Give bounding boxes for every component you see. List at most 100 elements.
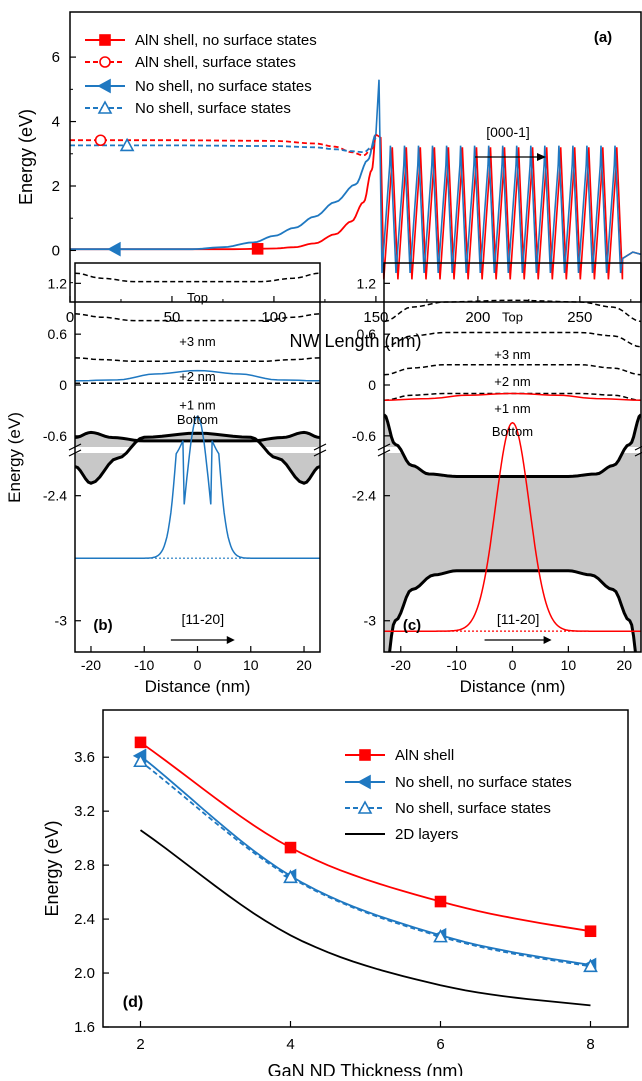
d-x-tick-label-2: 6 — [436, 1036, 444, 1053]
panel-b-break-mark-1 — [313, 449, 327, 457]
panel-c-curve-5 — [384, 413, 641, 478]
d-legend-marker-2 — [357, 774, 371, 790]
d-marker-1-3 — [584, 925, 597, 938]
d-y-tick-label-2: 2.4 — [74, 911, 95, 928]
d-y-tick-label-4: 3.2 — [74, 803, 95, 820]
d-legend-label-1: AlN shell — [395, 747, 454, 764]
legend-marker-a-3 — [97, 78, 111, 94]
legend-marker-a-4 — [97, 100, 113, 114]
series-line-1 — [70, 134, 377, 251]
panel-c-curve-label-5: Bottom — [492, 424, 533, 439]
panel-c-direction-label: [11-20] — [497, 611, 540, 627]
series-line-3 — [70, 133, 377, 251]
d-legend-label-2: No shell, no surface states — [395, 774, 572, 791]
panel-b-panel-label: (b) — [93, 617, 112, 634]
d-y-tick-label-5: 3.6 — [74, 749, 95, 766]
panel-b-curve-7 — [75, 369, 320, 382]
panel-c-curve-label-4: +1 nm — [494, 401, 531, 416]
x-tick-label-a-3: 150 — [363, 309, 388, 326]
panel-b-curve-label-2: +3 nm — [179, 334, 216, 349]
panel-b-x-tick-label-2: 0 — [194, 657, 202, 673]
panel-b-x-tick-label-1: -10 — [134, 657, 154, 673]
panel-c-x-tick-label-0: -20 — [391, 657, 411, 673]
panel-b-y-tick-label-2: 0.6 — [48, 326, 68, 342]
d-marker-3-0 — [133, 753, 148, 768]
plot-frame-a — [69, 11, 642, 303]
marker-no-shell-no-ss — [107, 241, 121, 257]
panel-c-y-tick-label-2: 0.6 — [357, 326, 377, 342]
panel-b-band-gap-fill — [75, 432, 320, 484]
direction-label-a: [000-1] — [486, 124, 530, 140]
d-legend-label-4: 2D layers — [395, 826, 458, 843]
d-panel-label: (d) — [123, 994, 143, 1011]
d-series-line-4 — [139, 829, 591, 1007]
panel-c-curve-6 — [388, 569, 637, 652]
x-tick-label-a-1: 50 — [164, 309, 181, 326]
direction-arrowhead-a — [537, 153, 546, 161]
d-legend-marker-3 — [357, 800, 373, 814]
panel-b-curve-label-4: +1 nm — [179, 398, 216, 413]
panel-b-y-tick-label-5: -3 — [55, 613, 68, 629]
panel-b-x-axis-label: Distance (nm) — [145, 677, 251, 696]
y-tick-label-a-1: 2 — [52, 178, 60, 195]
panel-b-break-mark-0 — [68, 443, 82, 451]
d-y-tick-label-0: 1.6 — [74, 1019, 95, 1036]
panel-c-curve-label-1: Top — [502, 310, 523, 325]
d-frame — [102, 709, 629, 1028]
panel-c-curve-1 — [384, 299, 641, 323]
panel-c-panel-label: (c) — [403, 617, 421, 634]
panel-b-curve-2 — [75, 313, 320, 322]
panel-b-break-mark-0 — [68, 449, 82, 457]
panel-c-curve-label-2: +3 nm — [494, 347, 531, 362]
panel-b-y-tick-label-1: 0 — [59, 377, 67, 393]
x-axis-label-a: NW Length (nm) — [289, 331, 421, 351]
panel-c-x-tick-label-1: -10 — [447, 657, 467, 673]
x-tick-label-a-0: 0 — [66, 309, 74, 326]
series-line-2 — [70, 137, 377, 157]
d-legend-label-3: No shell, surface states — [395, 800, 551, 817]
panel-b-curve-label-5: Bottom — [177, 412, 218, 427]
panel-b-y-tick-label-4: -2.4 — [43, 488, 67, 504]
panel-b-y-tick-label-3: 1.2 — [48, 275, 68, 291]
legend-label-a-3: No shell, no surface states — [135, 78, 312, 95]
panel-c-x-tick-label-4: 20 — [616, 657, 632, 673]
d-x-axis-label: GaN ND Thickness (nm) — [268, 1061, 464, 1076]
panel-label-a: (a) — [594, 29, 612, 46]
x-tick-label-a-2: 100 — [261, 309, 286, 326]
superlattice-blue — [375, 79, 641, 274]
d-marker-1-2 — [434, 895, 447, 908]
panel-b-x-tick-label-3: 10 — [243, 657, 259, 673]
panel-c-curve-label-3: +2 nm — [494, 374, 531, 389]
panel-c-break-gap — [384, 447, 641, 453]
y-axis-label-a: Energy (eV) — [16, 109, 36, 205]
legend-marker-a-1 — [99, 34, 111, 46]
panel-b-curve-5 — [75, 430, 320, 443]
d-series-line-3 — [139, 760, 591, 968]
panel-c-curve-2 — [384, 331, 641, 348]
d-marker-3-2 — [433, 928, 448, 943]
panel-c-y-tick-label-0: -0.6 — [352, 428, 376, 444]
legend-label-a-2: AlN shell, surface states — [135, 54, 296, 71]
legend-label-a-4: No shell, surface states — [135, 100, 291, 117]
panel-b-break-mark-1 — [313, 443, 327, 451]
d-x-tick-label-0: 2 — [136, 1036, 144, 1053]
panel-b-break-gap — [75, 447, 320, 453]
d-x-tick-label-3: 8 — [586, 1036, 594, 1053]
d-series-line-2 — [139, 755, 591, 966]
d-x-tick-label-1: 4 — [286, 1036, 294, 1053]
panel-c-break-mark-1 — [634, 445, 642, 451]
panel-c-x-axis-label: Distance (nm) — [460, 677, 566, 696]
d-y-tick-label-3: 2.8 — [74, 857, 95, 874]
d-marker-3-3 — [583, 958, 598, 973]
legend-marker-a-2 — [99, 56, 111, 68]
panel-c-direction-arrowhead — [543, 636, 552, 644]
panel-b-x-tick-label-4: 20 — [296, 657, 312, 673]
panel-c-y-tick-label-3: 1.2 — [357, 275, 377, 291]
panel-c-x-tick-label-3: 10 — [561, 657, 577, 673]
panel-c-break-mark-0 — [377, 443, 391, 451]
panel-c-band-gap-fill — [384, 414, 641, 652]
panel-c-y-tick-label-4: -2.4 — [352, 488, 376, 504]
d-marker-3-1 — [283, 869, 298, 884]
